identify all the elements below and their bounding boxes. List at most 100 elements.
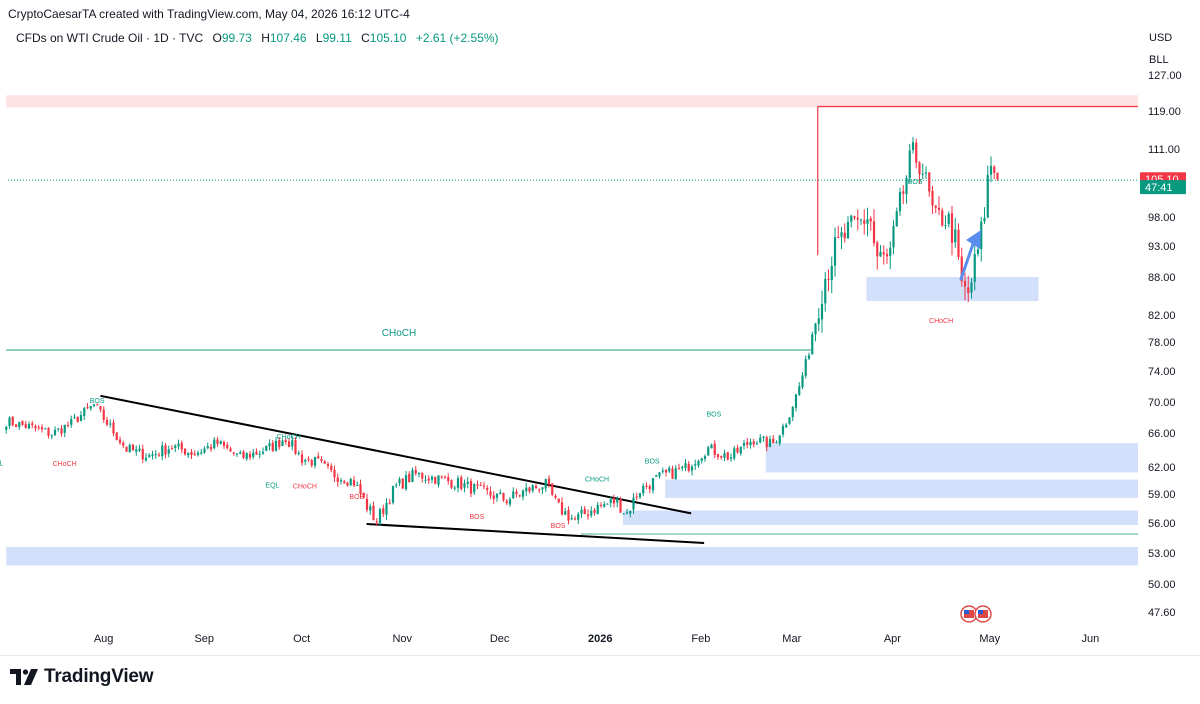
candle [853,215,856,221]
candle-body [859,219,863,221]
candle [463,479,466,493]
candle [993,165,996,180]
candle [557,498,560,504]
candle [222,440,226,449]
candle-body [310,459,313,466]
candle [947,211,950,228]
candle-body [837,236,840,238]
candle [271,440,274,452]
candle-body [898,191,902,212]
currency-label[interactable]: USD [1149,32,1173,44]
y-tick-label: 62.00 [1148,462,1176,474]
candle-body [96,404,99,406]
x-tick-label: Jun [1082,633,1100,645]
candle-body [395,484,398,486]
trendline-line [100,394,692,515]
candle-body [265,445,268,451]
candle-body [525,487,528,492]
candle-body [180,442,183,450]
candle-body [560,502,564,515]
candle [528,486,531,494]
candle [473,483,476,495]
candle [772,434,775,444]
candle [866,207,869,237]
y-tick-label: 50.00 [1148,579,1176,591]
candle [125,446,128,453]
y-tick-label: 88.00 [1148,272,1176,284]
demand-zone [6,547,1139,566]
candle-body [469,481,473,494]
candle [518,494,521,498]
candle [980,216,983,262]
candle [898,187,902,216]
trendline-line [366,523,705,544]
candle-body [690,466,694,471]
candle [349,477,352,487]
candle [44,427,47,430]
annotations-layer: CHoCH BOS EQL CHoCH CHoCH EQL CHoCH BOS BOS BOS CH… [0,179,953,530]
candle-body [216,439,219,444]
candle-body [967,287,970,293]
annotation-label: CHoCH [585,476,609,483]
candle [733,446,736,461]
candle-body [161,445,164,457]
candle-body [271,442,274,451]
candle-body [261,451,265,454]
candle [983,207,986,225]
tradingview-brand[interactable]: TradingView [10,666,154,688]
candle-body [798,386,801,395]
candle-body [239,452,242,454]
candle-body [430,476,434,480]
candle [713,440,716,459]
y-tick-label: 74.00 [1148,366,1176,378]
candle [804,355,807,379]
candle-body [291,440,294,447]
candle-body [118,439,122,443]
candle-body [586,514,590,517]
candle [294,437,297,455]
candle [320,456,323,463]
candle-body [746,441,749,445]
candle [79,410,83,422]
candle [638,492,642,500]
symbol-title[interactable]: CFDs on WTI Crude Oil · 1D · TVC [16,31,204,45]
candle-body [957,229,960,257]
candle [18,421,21,431]
candle-body [911,142,915,150]
candle-body [219,441,222,444]
candle [378,507,382,526]
annotation-label: BOS [706,412,721,419]
candle [219,440,222,445]
candle [76,416,79,423]
candle [788,417,791,425]
candle [567,506,570,525]
candle-body [174,445,177,448]
candle-body [401,478,404,489]
candle [746,437,749,449]
candle [209,443,213,452]
candle [167,445,170,458]
candle [148,453,151,458]
candle-body [92,404,96,406]
countdown-tag: 47:41 [1140,180,1186,195]
candle [778,434,781,446]
candle [239,450,242,455]
axis-layer[interactable]: 127.00119.00111.00103.0098.0093.0088.008… [94,70,1186,645]
candle-body [755,443,759,445]
candle [261,447,265,455]
candle-body [811,334,814,355]
annotation-label: CHoCH [53,461,77,468]
candle-body [424,479,427,481]
candle-body [99,406,102,410]
candle-body [580,509,583,514]
candle-body [518,495,521,497]
candle [37,424,40,431]
candle [24,420,27,429]
candle-body [616,498,619,503]
candle [83,406,86,420]
candle-body [70,419,73,425]
candle [193,450,196,456]
candle [122,440,125,449]
candle [599,502,603,508]
